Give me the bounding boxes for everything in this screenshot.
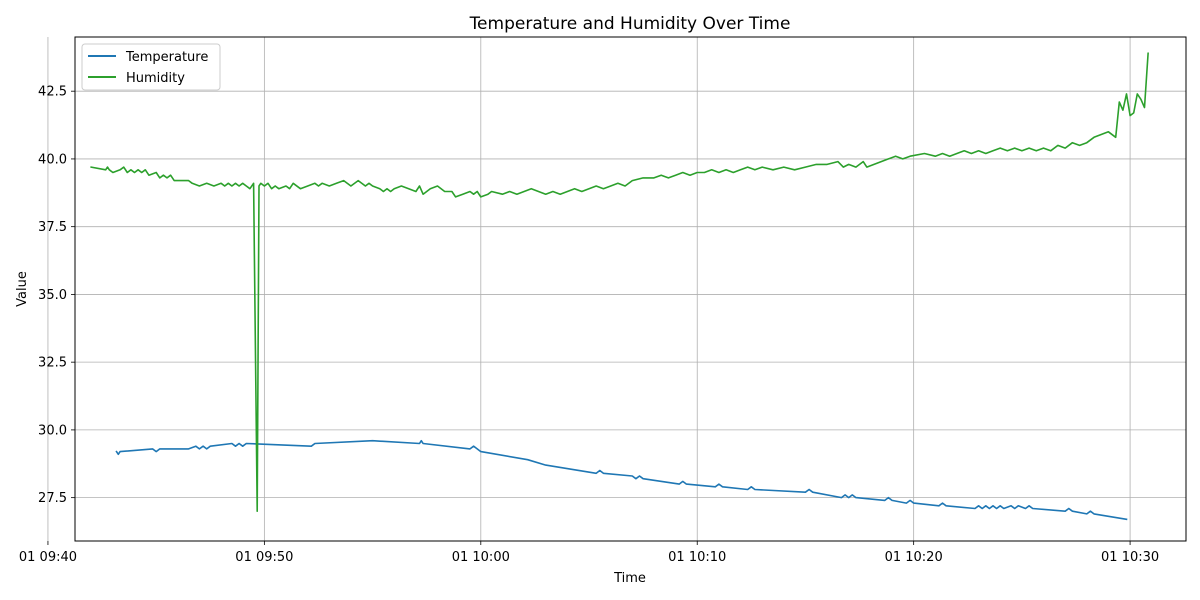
series-line-temperature — [115, 439, 1128, 521]
series-lines — [90, 52, 1149, 521]
y-axis-ticks: 27.5 30.0 32.5 35.0 37.5 40.0 42.5 — [38, 85, 75, 506]
x-tick-label: 01 10:00 — [452, 550, 510, 565]
legend-frame — [81, 43, 221, 91]
legend: Temperature Humidity — [81, 43, 221, 91]
chart-title: Temperature and Humidity Over Time — [469, 14, 791, 34]
y-tick-label: 32.5 — [38, 356, 67, 371]
y-tick-label: 37.5 — [38, 220, 67, 235]
y-tick-label: 42.5 — [38, 85, 67, 100]
grid-lines — [47, 37, 1186, 541]
x-tick-label: 01 09:50 — [235, 550, 293, 565]
x-axis-ticks: 01 09:40 01 09:50 01 10:00 01 10:10 01 10:20… — [19, 541, 1159, 565]
y-tick-label: 35.0 — [38, 288, 67, 303]
x-axis-label: Time — [613, 571, 646, 586]
y-tick-label: 27.5 — [38, 491, 67, 506]
plot-frame — [74, 36, 1187, 542]
legend-label-humidity: Humidity — [126, 71, 185, 86]
y-axis-label: Value — [15, 271, 30, 307]
x-tick-label: 01 10:30 — [1101, 550, 1159, 565]
x-tick-label: 01 09:40 — [19, 550, 77, 565]
y-tick-label: 40.0 — [38, 152, 67, 167]
y-tick-label: 30.0 — [38, 423, 67, 438]
x-tick-label: 01 10:10 — [668, 550, 726, 565]
legend-label-temperature: Temperature — [125, 50, 208, 65]
x-tick-label: 01 10:20 — [885, 550, 943, 565]
series-line-humidity — [90, 52, 1149, 513]
